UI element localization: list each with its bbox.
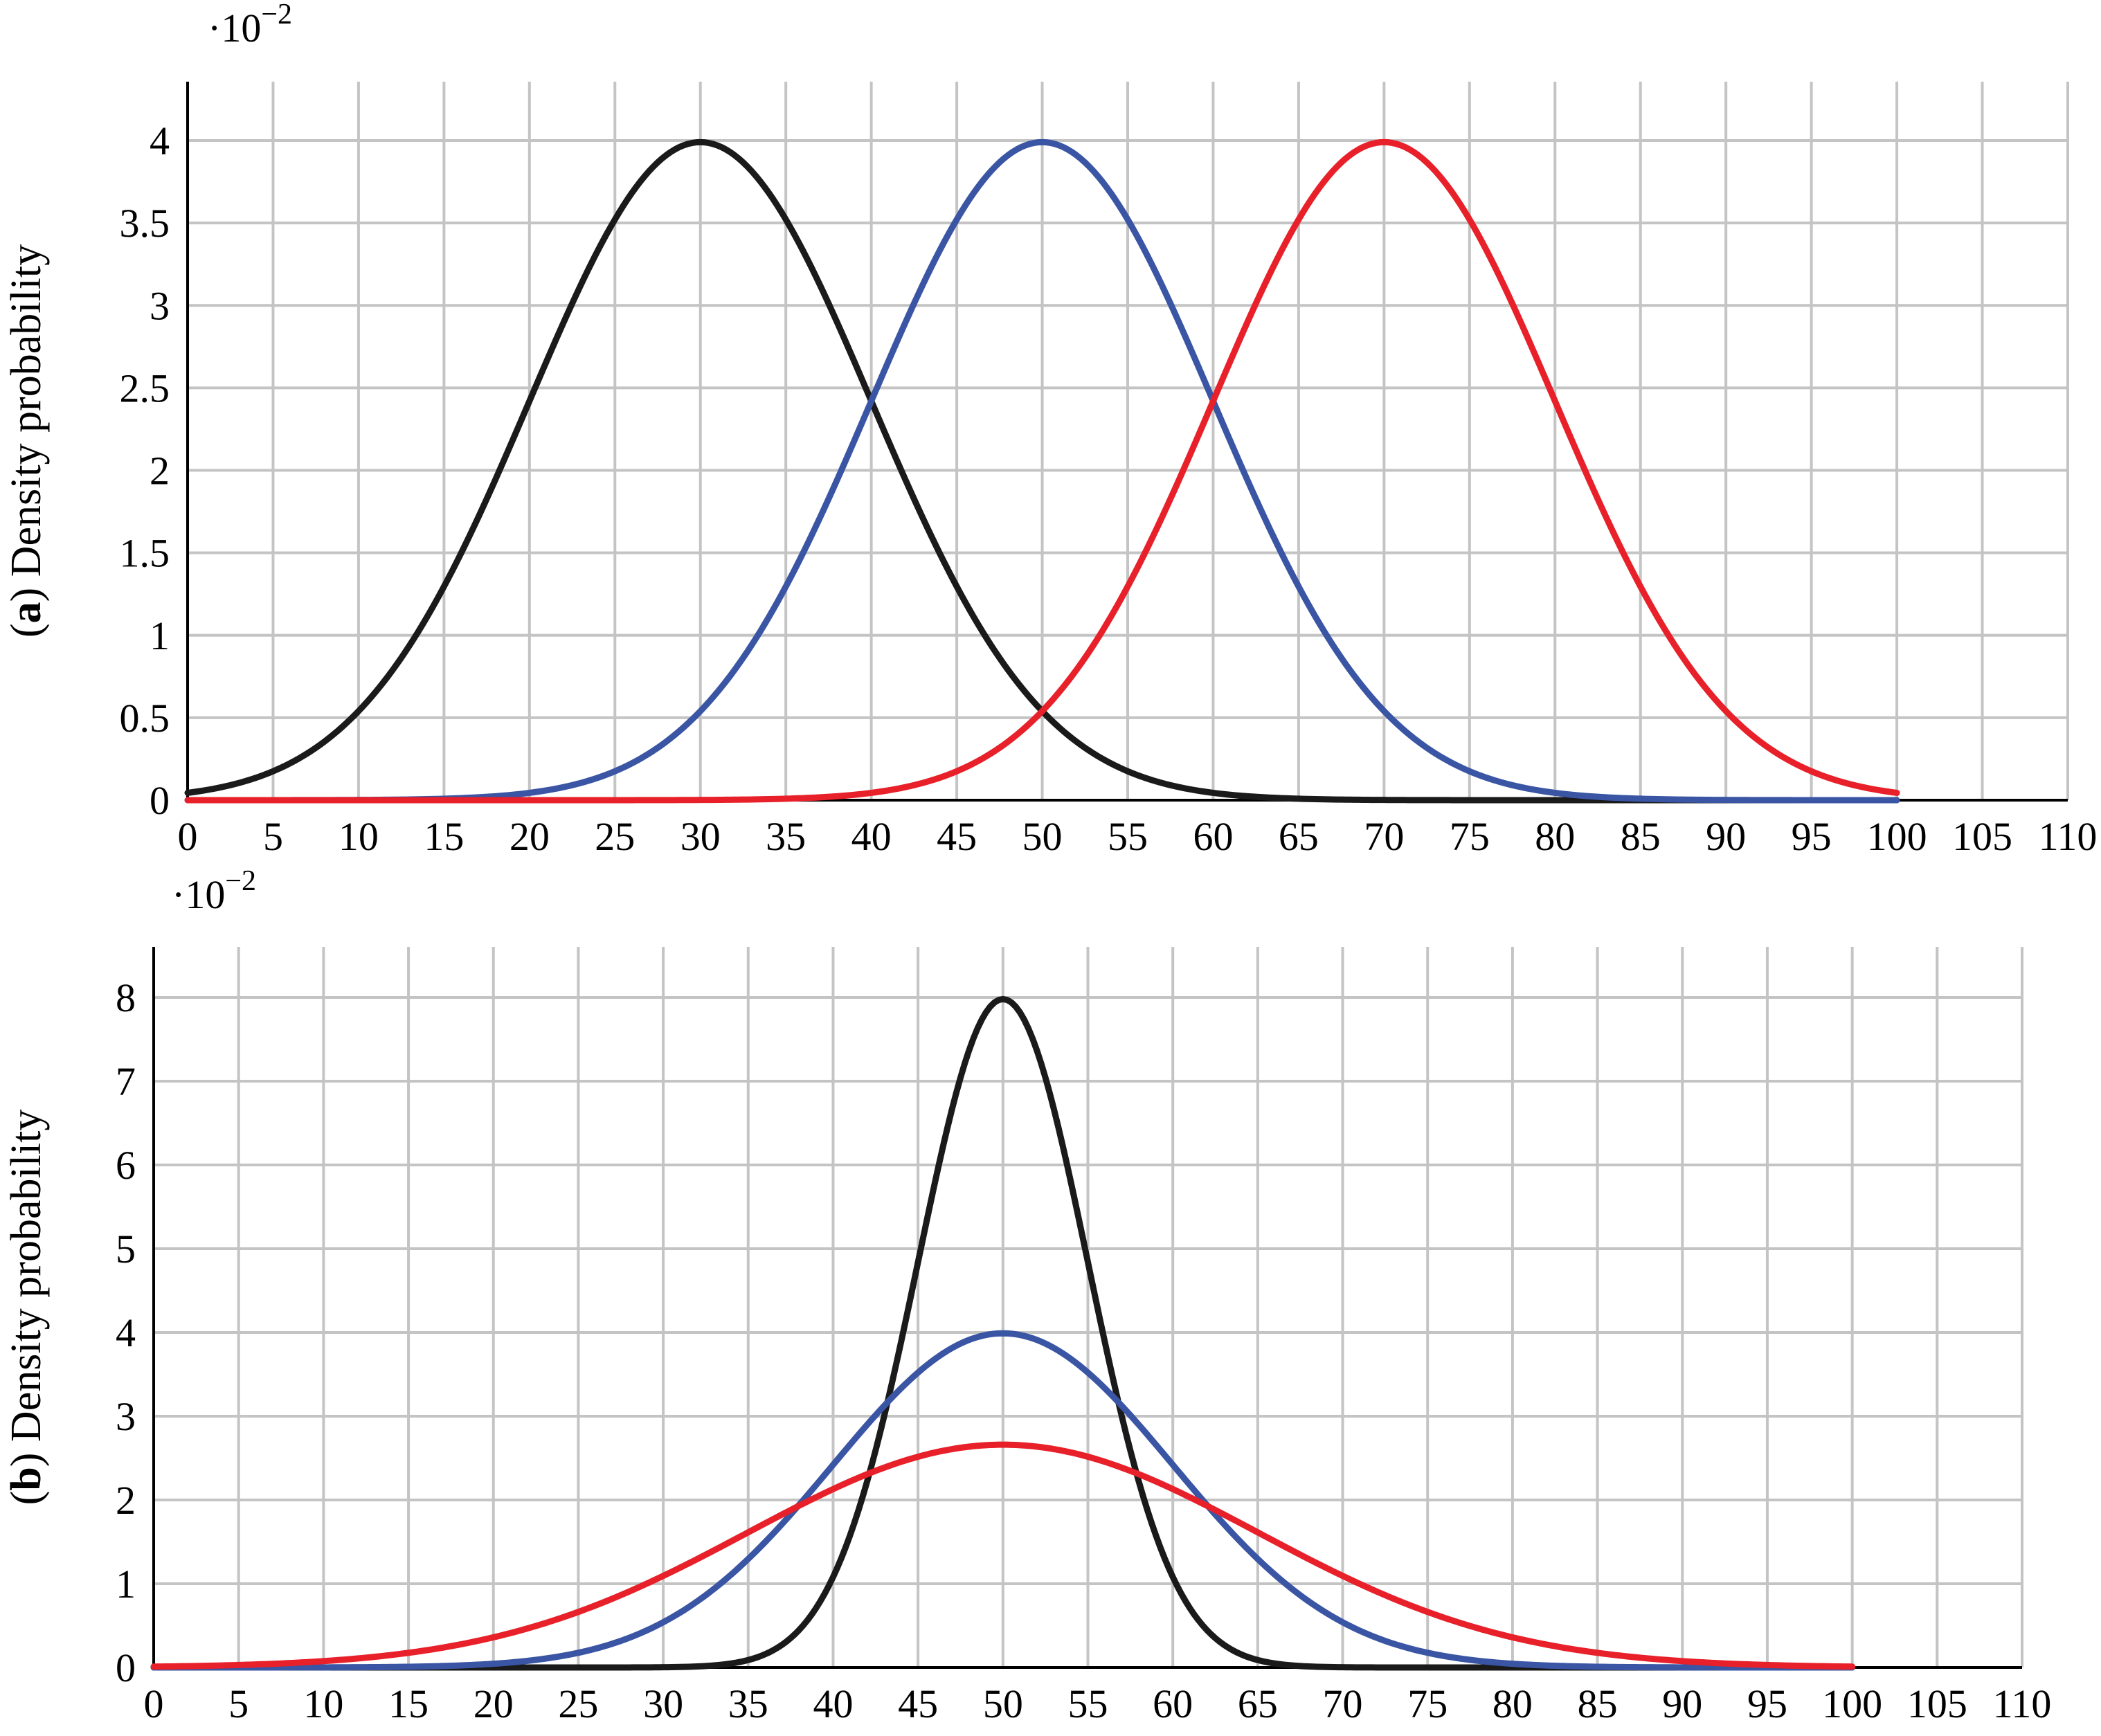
x-tick-label: 40	[813, 1681, 853, 1726]
x-tick-label: 80	[1493, 1681, 1533, 1726]
series-line-2	[150, 1330, 1856, 1671]
x-tick-label: 80	[1535, 814, 1575, 859]
y-tick-label: 4	[150, 118, 170, 163]
y-axis-label: (a) Density probability	[3, 244, 50, 638]
x-tick-label: 110	[2039, 814, 2098, 859]
x-tick-label: 25	[595, 814, 635, 859]
x-tick-label: 20	[474, 1681, 514, 1726]
y-tick-label: 5	[116, 1227, 136, 1272]
x-tick-label: 5	[228, 1681, 249, 1726]
x-tick-label: 65	[1238, 1681, 1278, 1726]
y-tick-label: 2	[150, 449, 170, 494]
x-tick-label: 40	[851, 814, 892, 859]
x-tick-label: 105	[1907, 1681, 1967, 1726]
x-tick-label: 55	[1068, 1681, 1108, 1726]
y-tick-label: 3	[150, 283, 170, 328]
y-tick-label: 3.5	[120, 201, 170, 246]
x-tick-label: 105	[1952, 814, 2012, 859]
series-line-3	[184, 138, 1900, 804]
y-tick-label: 0.5	[120, 696, 170, 741]
x-tick-label: 95	[1747, 1681, 1787, 1726]
x-tick-label: 20	[510, 814, 550, 859]
y-tick-label: 3	[116, 1394, 136, 1439]
y-tick-label: 2	[116, 1478, 136, 1523]
x-tick-label: 90	[1706, 814, 1746, 859]
x-tick-label: 50	[983, 1681, 1023, 1726]
x-tick-label: 30	[680, 814, 721, 859]
y-tick-label: 0	[116, 1645, 136, 1690]
x-tick-label: 85	[1621, 814, 1661, 859]
y-tick-label: 1	[116, 1562, 136, 1607]
x-tick-label: 70	[1364, 814, 1404, 859]
x-tick-label: 45	[937, 814, 977, 859]
y-tick-label: 1.5	[120, 531, 170, 576]
x-tick-label: 10	[339, 814, 379, 859]
x-tick-label: 85	[1578, 1681, 1618, 1726]
x-tick-label: 30	[643, 1681, 683, 1726]
y-multiplier: ·10−2	[208, 0, 292, 51]
panel-b: 0 5 10 15 20 25 30 35 40 45 50 55 60 65 70 75 80 85 90 95 10…	[3, 865, 2051, 1726]
x-tick-label: 15	[388, 1681, 429, 1726]
x-tick-label: 95	[1792, 814, 1832, 859]
y-tick-label: 4	[116, 1310, 136, 1355]
y-multiplier: ·10−2	[172, 865, 256, 917]
x-tick-label: 110	[1993, 1681, 2052, 1726]
x-tick-label: 0	[178, 814, 198, 859]
x-tick-label: 65	[1279, 814, 1319, 859]
y-axis-label: (b) Density probability	[3, 1110, 50, 1506]
panel-a: 0 5 10 15 20 25 30 35 40 45 50 55 60 65 70 75 80 85 90 95 10…	[3, 0, 2097, 859]
x-tick-label: 60	[1193, 814, 1233, 859]
x-tick-label: 5	[263, 814, 283, 859]
x-tick-label: 100	[1867, 814, 1927, 859]
y-tick-label: 1	[150, 613, 170, 658]
x-tick-label: 75	[1450, 814, 1490, 859]
x-tick-label: 35	[728, 1681, 768, 1726]
x-tick-label: 75	[1407, 1681, 1448, 1726]
y-tick-label: 6	[116, 1143, 136, 1188]
x-tick-label: 0	[144, 1681, 164, 1726]
x-tick-label: 10	[303, 1681, 343, 1726]
x-tick-label: 35	[766, 814, 806, 859]
x-tick-label: 50	[1022, 814, 1063, 859]
x-tick-label: 70	[1323, 1681, 1363, 1726]
y-tick-label: 7	[116, 1059, 136, 1104]
x-tick-label: 55	[1108, 814, 1148, 859]
x-tick-label: 25	[558, 1681, 598, 1726]
x-tick-label: 15	[424, 814, 464, 859]
x-tick-label: 100	[1822, 1681, 1882, 1726]
series-line-3	[150, 1441, 1856, 1670]
x-tick-label: 90	[1662, 1681, 1702, 1726]
y-tick-label: 8	[116, 975, 136, 1020]
y-tick-label: 2.5	[120, 365, 170, 410]
x-tick-label: 45	[898, 1681, 938, 1726]
y-tick-label: 0	[150, 778, 170, 823]
x-tick-label: 60	[1153, 1681, 1193, 1726]
